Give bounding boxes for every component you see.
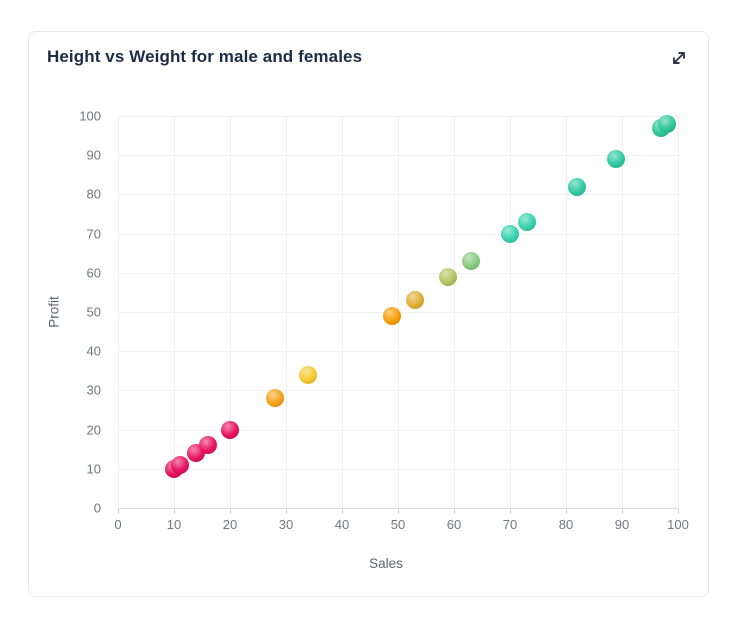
expand-icon bbox=[673, 52, 685, 64]
data-point[interactable] bbox=[461, 252, 480, 271]
data-point[interactable] bbox=[383, 306, 402, 325]
data-point[interactable] bbox=[170, 455, 189, 474]
x-tick-label: 0 bbox=[114, 517, 122, 532]
x-tick-mark bbox=[286, 509, 287, 514]
x-axis-line bbox=[118, 508, 678, 509]
x-tick-label: 20 bbox=[222, 517, 238, 532]
x-axis-title: Sales bbox=[369, 556, 403, 571]
x-tick-mark bbox=[230, 509, 231, 514]
y-tick-label: 30 bbox=[86, 382, 101, 398]
x-tick-label: 80 bbox=[558, 517, 574, 532]
x-tick-label: 40 bbox=[334, 517, 350, 532]
grid-line-horizontal bbox=[118, 351, 678, 353]
x-tick-mark bbox=[174, 509, 175, 514]
x-tick-mark bbox=[678, 509, 679, 514]
x-tick-mark bbox=[398, 509, 399, 514]
y-tick-label: 70 bbox=[86, 226, 101, 242]
x-tick-label: 10 bbox=[166, 517, 182, 532]
y-tick-label: 20 bbox=[86, 422, 101, 438]
y-tick-label: 90 bbox=[86, 147, 101, 163]
expand-button[interactable] bbox=[664, 44, 694, 74]
data-point[interactable] bbox=[607, 150, 626, 169]
x-tick-mark bbox=[566, 509, 567, 514]
data-point[interactable] bbox=[568, 177, 587, 196]
card-header: Height vs Weight for male and females bbox=[29, 32, 708, 84]
x-tick-mark bbox=[342, 509, 343, 514]
data-point[interactable] bbox=[405, 291, 424, 310]
scatter-plot: Sales Profit 0 10 20 30 40 50 60 70 80 90 100 0 10 20… bbox=[29, 32, 708, 596]
y-tick-label: 0 bbox=[93, 500, 101, 516]
grid-line-horizontal bbox=[118, 194, 678, 196]
chart-title: Height vs Weight for male and females bbox=[47, 47, 363, 66]
grid-line-vertical bbox=[678, 116, 679, 508]
data-point[interactable] bbox=[657, 114, 676, 133]
y-tick-label: 80 bbox=[86, 186, 101, 202]
grid-line-horizontal bbox=[118, 233, 678, 235]
grid-line-horizontal bbox=[118, 429, 678, 431]
data-point[interactable] bbox=[501, 224, 519, 243]
x-tick-label: 100 bbox=[667, 517, 689, 532]
data-point[interactable] bbox=[198, 436, 217, 455]
y-tick-label: 60 bbox=[86, 265, 101, 281]
x-tick-mark bbox=[118, 509, 119, 514]
x-tick-label: 60 bbox=[446, 517, 462, 532]
data-point[interactable] bbox=[221, 420, 239, 439]
y-tick-label: 10 bbox=[86, 461, 101, 477]
grid-line-horizontal bbox=[118, 116, 678, 117]
grid-line-horizontal bbox=[118, 272, 678, 274]
data-point[interactable] bbox=[517, 212, 536, 231]
grid-line-horizontal bbox=[118, 155, 678, 157]
x-tick-label: 50 bbox=[390, 517, 406, 532]
grid-line-horizontal bbox=[118, 390, 678, 392]
x-tick-mark bbox=[622, 509, 623, 514]
x-tick-mark bbox=[510, 509, 511, 514]
x-tick-mark bbox=[454, 509, 455, 514]
y-tick-label: 50 bbox=[86, 304, 101, 320]
x-tick-label: 90 bbox=[614, 517, 630, 532]
y-tick-label: 40 bbox=[86, 343, 101, 359]
x-tick-label: 30 bbox=[278, 517, 294, 532]
data-point[interactable] bbox=[265, 389, 284, 408]
chart-card: Height vs Weight for male and females Sa… bbox=[28, 31, 709, 597]
data-point[interactable] bbox=[299, 365, 318, 384]
data-point[interactable] bbox=[439, 267, 458, 286]
grid-line-horizontal bbox=[118, 468, 678, 470]
x-tick-label: 70 bbox=[502, 517, 518, 532]
y-tick-label: 100 bbox=[79, 108, 101, 124]
